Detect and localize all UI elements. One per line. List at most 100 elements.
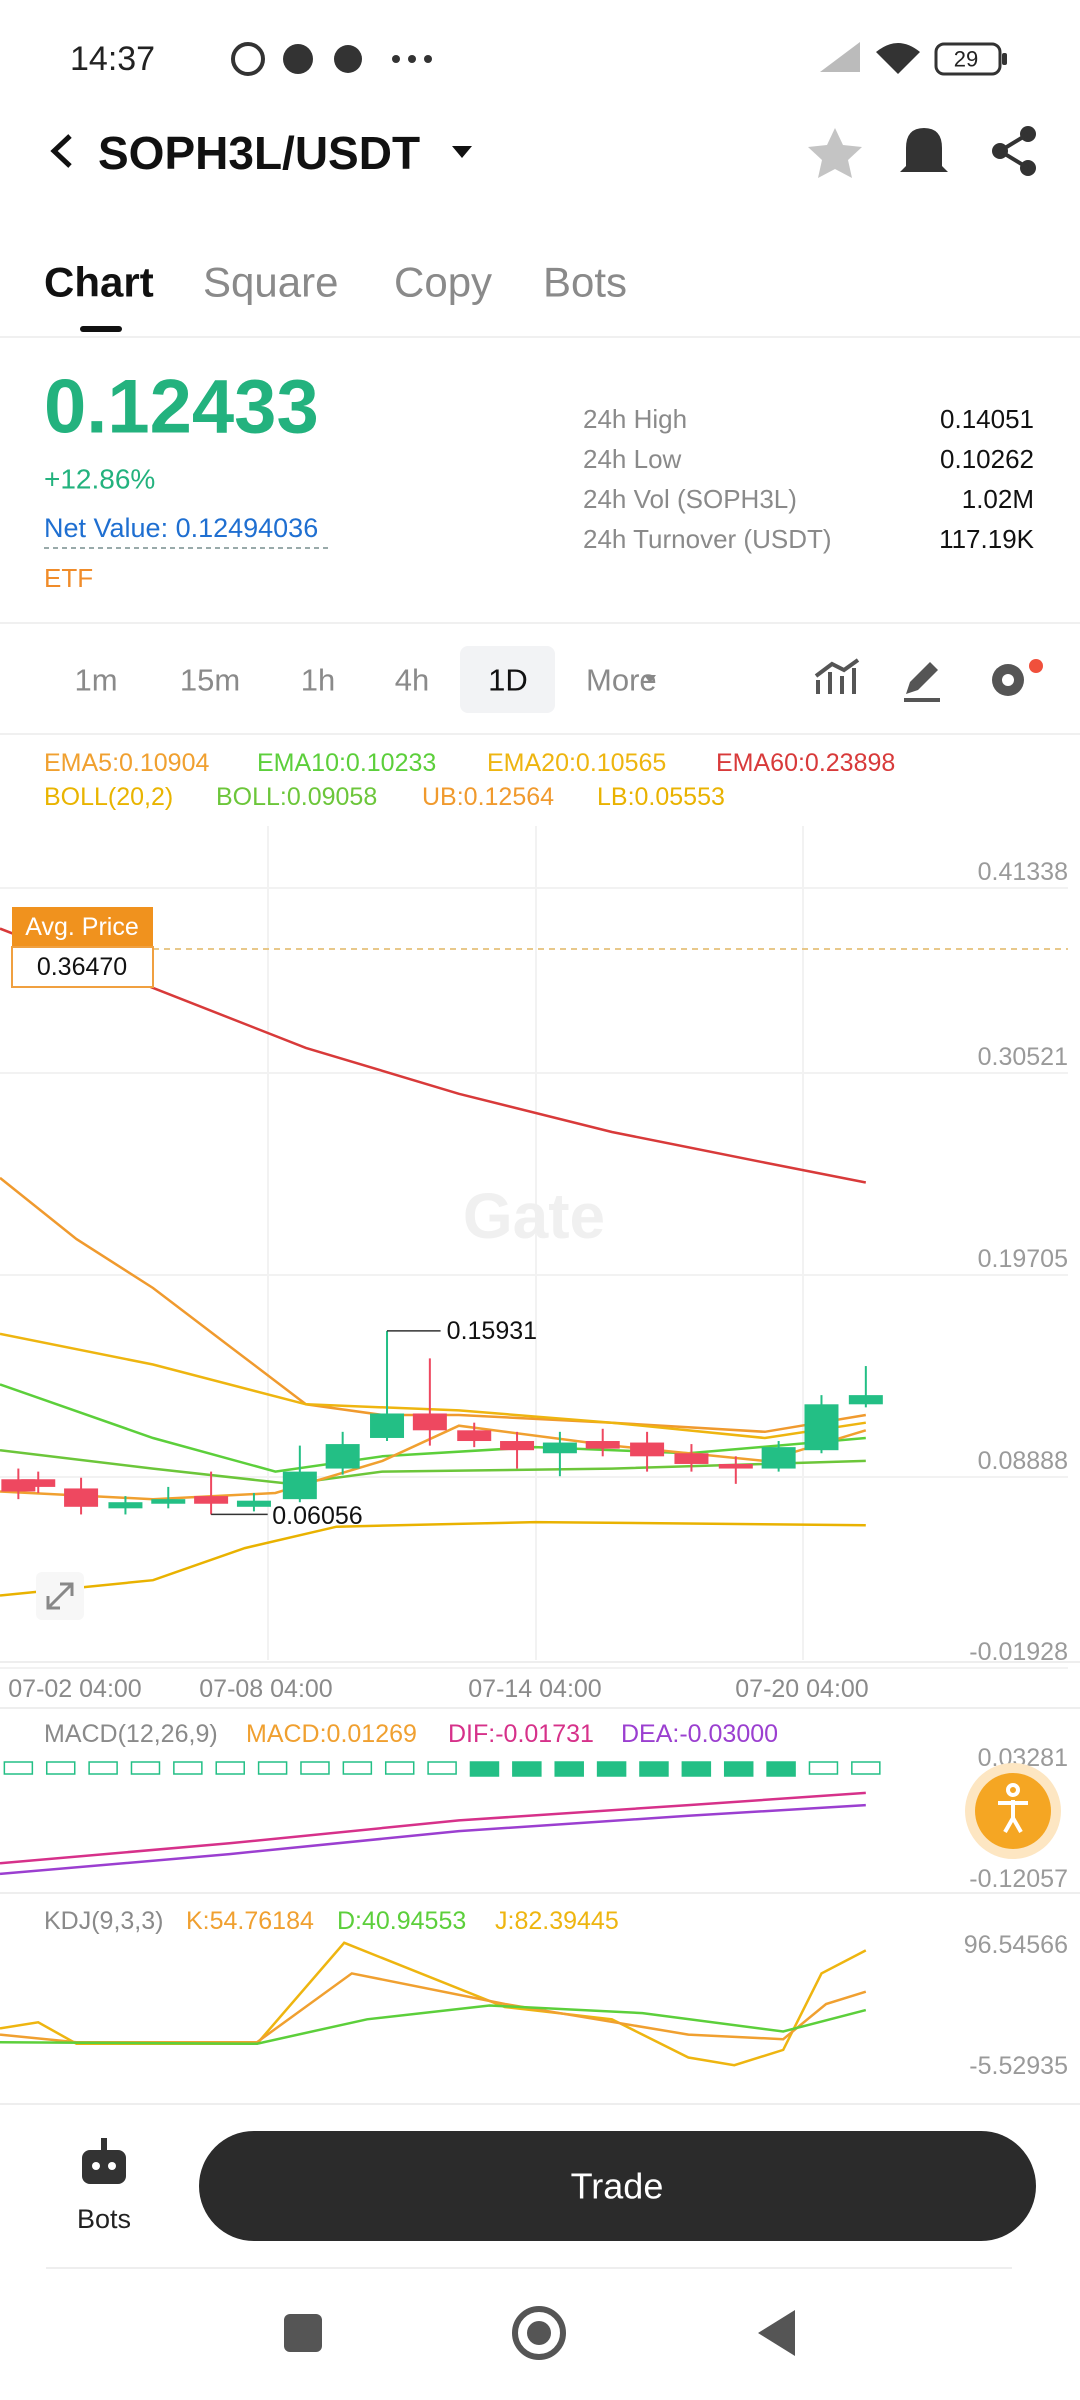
tab[interactable]: Square <box>203 259 338 306</box>
interval-option[interactable]: 1D <box>488 663 528 698</box>
macd-histogram <box>300 1761 330 1775</box>
low-marker: 0.06056 <box>272 1502 362 1530</box>
float-button-icon <box>998 1783 1028 1833</box>
candle-body <box>500 1441 535 1451</box>
draw-button[interactable] <box>904 662 940 702</box>
nav-recents[interactable] <box>284 2314 322 2352</box>
tab-indicator <box>80 326 122 332</box>
macd-histogram <box>427 1761 457 1775</box>
macd-histogram <box>596 1761 627 1777</box>
y-axis-label: 96.54566 <box>964 1931 1068 1959</box>
nav-back[interactable] <box>758 2310 795 2356</box>
kdj-legend: KDJ(9,3,3) <box>44 1907 163 1935</box>
interval-option[interactable]: 4h <box>395 663 429 698</box>
tab[interactable]: Copy <box>394 259 492 306</box>
battery-level: 29 <box>954 47 978 72</box>
macd-legend: DIF:-0.01731 <box>448 1720 594 1748</box>
y-axis-label: -5.52935 <box>969 2052 1068 2080</box>
macd-histogram <box>3 1761 34 1775</box>
x-axis-label: 07-02 04:00 <box>8 1675 141 1703</box>
interval-selected-bg <box>460 646 555 713</box>
y-axis-label: -0.12057 <box>969 1865 1068 1893</box>
indicator-value: UB:0.12564 <box>422 783 554 811</box>
main-legend: EMA5:0.10904 EMA10:0.10233 EMA20:0.10565 EM… <box>44 749 895 811</box>
interval-option[interactable]: 1m <box>74 663 117 698</box>
settings-button[interactable] <box>992 659 1043 696</box>
candle-body <box>236 1500 271 1507</box>
main-chart: 0.413380.305210.197050.08888-0.01928Gate… <box>0 826 1080 1709</box>
indicator-value: EMA5:0.10904 <box>44 749 209 777</box>
indicator-line <box>0 1424 867 1501</box>
indicator-value: BOLL:0.09058 <box>216 783 377 811</box>
macd-histogram <box>384 1761 415 1775</box>
back-button[interactable] <box>50 134 72 168</box>
x-axis-label: 07-20 04:00 <box>735 1675 868 1703</box>
share-button[interactable] <box>992 126 1036 176</box>
kdj-legend: K:54.76184 <box>186 1907 314 1935</box>
divider <box>0 733 1080 735</box>
trade-button-label[interactable]: Trade <box>571 2166 664 2207</box>
macd-histogram <box>469 1761 500 1777</box>
macd-legend: MACD(12,26,9) <box>44 1720 218 1748</box>
kdj-line <box>0 2004 867 2045</box>
macd-histogram <box>554 1761 584 1777</box>
macd-histogram <box>639 1761 669 1777</box>
macd-line <box>0 1803 866 1876</box>
macd-histogram <box>88 1761 118 1775</box>
candle-body <box>718 1463 753 1469</box>
indicator-line <box>0 1332 866 1440</box>
stat-value: 1.02M <box>962 484 1034 514</box>
stat-label: 24h High <box>583 404 687 434</box>
tab[interactable]: Bots <box>543 259 627 306</box>
candle-body <box>761 1447 796 1469</box>
macd-legend: DEA:-0.03000 <box>621 1720 778 1748</box>
candle-body <box>457 1430 492 1442</box>
bots-label[interactable]: Bots <box>77 2204 131 2234</box>
high-marker: 0.15931 <box>447 1317 537 1345</box>
indicator-line <box>0 1176 867 1434</box>
interval-bar: 1m 15m 1h 4h 1D More <box>74 663 656 698</box>
y-axis-label: 0.08888 <box>978 1447 1068 1475</box>
nav-home[interactable] <box>512 2306 566 2360</box>
watermark: Gate <box>463 1180 605 1252</box>
interval-option[interactable]: 1h <box>301 663 335 698</box>
candle-body <box>21 1479 56 1487</box>
macd-histogram <box>173 1761 203 1775</box>
candle-body <box>194 1496 229 1504</box>
macd-histogram <box>681 1761 712 1777</box>
avg-price-label: Avg. Price <box>25 913 138 941</box>
pair-dropdown[interactable] <box>452 146 472 158</box>
expand-icon <box>46 1582 74 1610</box>
trade-button[interactable] <box>199 2131 1036 2241</box>
status-time: 14:37 <box>70 40 155 78</box>
avg-price-value-box <box>11 946 154 988</box>
interval-option[interactable]: 15m <box>180 663 240 698</box>
stat-label: 24h Low <box>583 444 682 474</box>
net-value[interactable]: Net Value: 0.12494036 <box>44 513 318 543</box>
indicator-button[interactable] <box>814 658 860 694</box>
indicator-line <box>0 1520 866 1597</box>
favorite-button[interactable] <box>808 128 862 178</box>
last-price: 0.12433 <box>44 365 319 450</box>
x-axis-label: 07-14 04:00 <box>468 1675 601 1703</box>
stats: 24h High 0.14051 24h Low 0.10262 24h Vol (SO… <box>583 404 1035 554</box>
pair-title[interactable]: SOPH3L/USDT <box>98 127 420 179</box>
macd-histogram <box>342 1761 373 1775</box>
status-icons <box>231 42 1007 76</box>
interval-option[interactable]: More <box>586 663 657 698</box>
macd-histogram <box>723 1761 754 1777</box>
candle-body <box>325 1444 360 1469</box>
macd-histogram <box>851 1761 881 1775</box>
tab[interactable]: Chart <box>44 259 154 306</box>
alert-button[interactable] <box>900 128 948 172</box>
stat-value: 117.19K <box>939 524 1035 554</box>
more-dropdown[interactable] <box>644 675 656 683</box>
bots-icon[interactable] <box>82 2138 126 2184</box>
avg-price-value: 0.36470 <box>37 953 127 981</box>
macd-histogram <box>808 1761 839 1775</box>
y-axis-label: 0.19705 <box>978 1245 1068 1273</box>
macd-line <box>0 1791 866 1865</box>
candle-body <box>542 1442 577 1454</box>
macd-histogram <box>45 1761 76 1775</box>
kdj-panel: KDJ(9,3,3) K:54.76184 D:40.94553 J:82.39445… <box>0 1907 1068 2080</box>
